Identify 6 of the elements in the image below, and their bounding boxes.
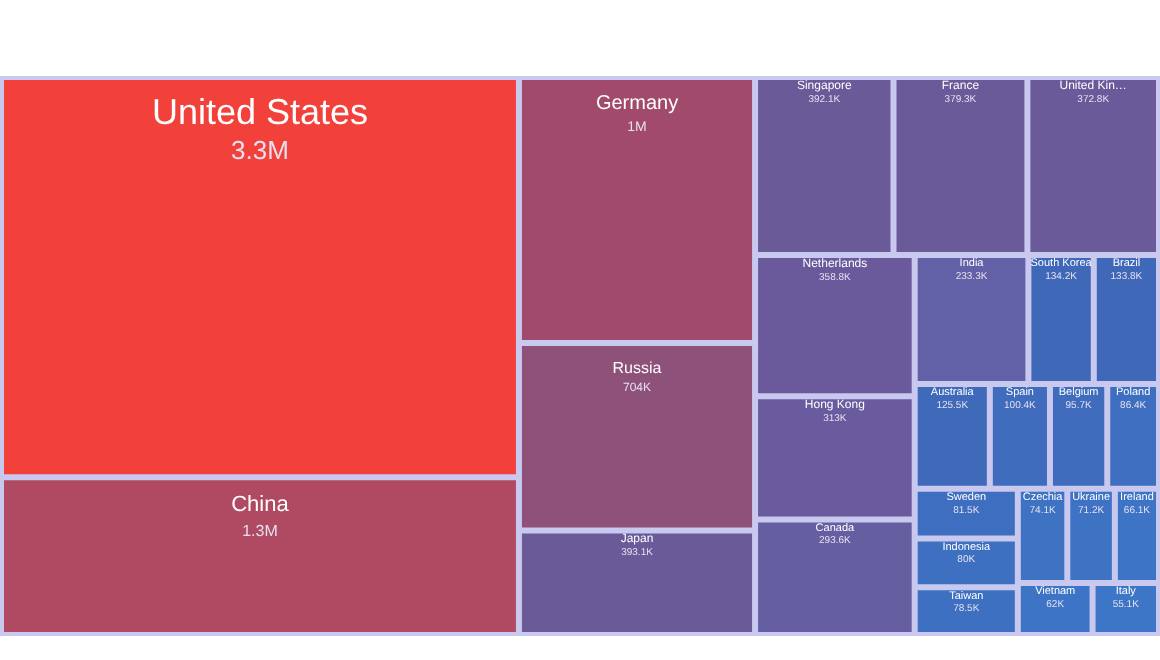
category-label: Germany [595, 93, 679, 115]
data-label: 3.3M [231, 135, 289, 165]
data-label: 1.3M [242, 522, 279, 541]
category-label: United States [151, 92, 369, 132]
category-label: Russia [612, 359, 663, 378]
category-label: China [231, 493, 291, 518]
